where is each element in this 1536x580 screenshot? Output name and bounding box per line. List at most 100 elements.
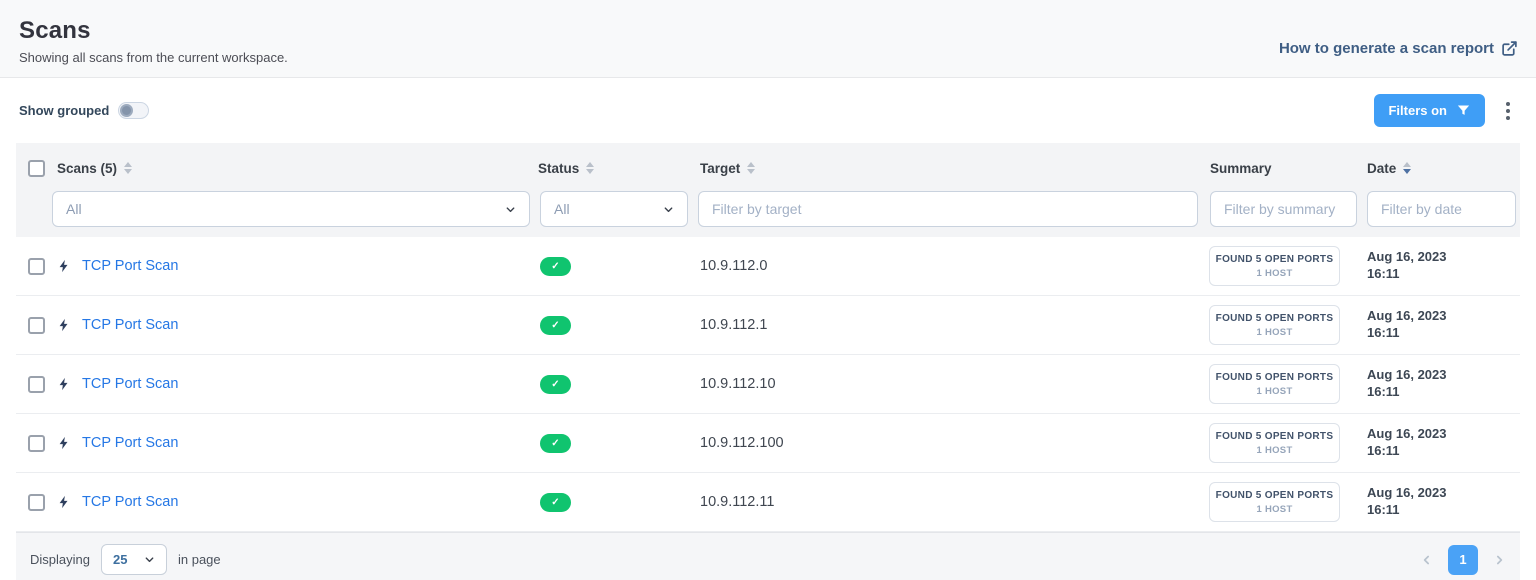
date-value: Aug 16, 2023 [1367,308,1447,324]
table-head: Scans (5) Status Target Summary Date [16,143,1520,237]
target-value: 10.9.112.100 [700,435,784,451]
status-finished-badge: ✓ [540,257,571,277]
time-value: 16:11 [1367,384,1400,399]
target-value: 10.9.112.10 [700,376,776,392]
date-cell: Aug 16, 2023 16:11 [1364,308,1520,342]
select-all-checkbox[interactable] [28,159,45,177]
summary-hosts: 1 HOST [1256,445,1293,456]
date-value: Aug 16, 2023 [1367,367,1447,383]
status-filter-select[interactable]: All [540,191,688,227]
scan-type-bolt-icon [57,434,71,452]
target-value: 10.9.112.0 [700,258,768,274]
sort-icon-target[interactable] [747,162,756,174]
column-header-summary[interactable]: Summary [1210,160,1272,176]
date-cell: Aug 16, 2023 16:11 [1364,485,1520,519]
date-filter-input[interactable] [1367,191,1516,227]
scan-name-link[interactable]: TCP Port Scan [82,376,179,392]
page-size-select[interactable]: 25 [100,544,167,575]
date-cell: Aug 16, 2023 16:11 [1364,367,1520,401]
column-header-target[interactable]: Target [700,160,741,176]
sort-icon-date[interactable] [1403,162,1412,174]
summary-hosts: 1 HOST [1256,504,1293,515]
status-filter-value: All [554,201,570,217]
filters-button[interactable]: Filters on [1374,94,1485,127]
scans-table: Scans (5) Status Target Summary Date [16,143,1520,580]
status-finished-badge: ✓ [540,375,571,395]
scan-name-link[interactable]: TCP Port Scan [82,317,179,333]
summary-open-ports: FOUND 5 OPEN PORTS [1215,431,1334,442]
page-header: Scans Showing all scans from the current… [0,0,1536,78]
summary-open-ports: FOUND 5 OPEN PORTS [1215,254,1334,265]
show-grouped-toggle[interactable] [118,102,150,119]
summary-badge[interactable]: FOUND 5 OPEN PORTS 1 HOST [1209,305,1340,345]
help-link-label: How to generate a scan report [1278,40,1494,57]
table-row: TCP Port Scan ✓ 10.9.112.1 FOUND 5 OPEN … [16,296,1520,355]
scan-name-link[interactable]: TCP Port Scan [82,494,179,510]
check-icon: ✓ [551,319,560,331]
table-body: TCP Port Scan ✓ 10.9.112.0 FOUND 5 OPEN … [16,237,1520,532]
target-value: 10.9.112.1 [700,317,768,333]
current-page-button[interactable]: 1 [1448,544,1478,575]
help-link[interactable]: How to generate a scan report [1279,40,1518,57]
sort-icon-status[interactable] [586,162,595,174]
summary-open-ports: FOUND 5 OPEN PORTS [1215,313,1334,324]
time-value: 16:11 [1367,443,1400,458]
summary-badge[interactable]: FOUND 5 OPEN PORTS 1 HOST [1209,482,1340,522]
summary-badge[interactable]: FOUND 5 OPEN PORTS 1 HOST [1209,364,1340,404]
summary-open-ports: FOUND 5 OPEN PORTS [1215,490,1334,501]
summary-open-ports: FOUND 5 OPEN PORTS [1215,372,1334,383]
row-checkbox[interactable] [28,257,45,275]
summary-hosts: 1 HOST [1256,386,1293,397]
scans-filter-select[interactable]: All [52,191,530,227]
summary-badge[interactable]: FOUND 5 OPEN PORTS 1 HOST [1209,246,1340,286]
chevron-down-icon [506,206,515,212]
table-footer: Displaying 25 in page 1 [16,532,1520,580]
target-value: 10.9.112.11 [700,494,775,510]
row-checkbox[interactable] [28,375,45,393]
previous-page-icon[interactable] [1420,553,1434,567]
show-grouped-label: Show grouped [19,103,110,118]
status-finished-badge: ✓ [540,434,571,454]
target-filter-input[interactable] [698,191,1198,227]
status-finished-badge: ✓ [540,316,571,336]
toggle-knob [120,104,134,117]
pagination: 1 [1420,544,1506,575]
scan-name-link[interactable]: TCP Port Scan [82,258,179,274]
in-page-label: in page [177,552,221,567]
date-value: Aug 16, 2023 [1367,485,1447,501]
filters-button-label: Filters on [1388,103,1447,118]
scan-type-bolt-icon [57,375,71,393]
scans-filter-value: All [66,201,82,217]
date-cell: Aug 16, 2023 16:11 [1364,426,1520,460]
table-row: TCP Port Scan ✓ 10.9.112.100 FOUND 5 OPE… [16,414,1520,473]
column-header-date[interactable]: Date [1367,160,1397,176]
filter-funnel-icon [1456,103,1471,118]
scan-type-bolt-icon [57,257,71,275]
next-page-icon[interactable] [1492,553,1506,567]
page-size-value: 25 [112,552,128,567]
scan-name-link[interactable]: TCP Port Scan [82,435,179,451]
check-icon: ✓ [551,496,560,508]
status-finished-badge: ✓ [540,493,571,513]
toolbar: Show grouped Filters on [0,78,1536,143]
more-options-kebab-icon[interactable] [1500,98,1516,124]
time-value: 16:11 [1367,325,1400,340]
chevron-down-icon [145,557,154,563]
table-row: TCP Port Scan ✓ 10.9.112.11 FOUND 5 OPEN… [16,473,1520,532]
row-checkbox[interactable] [28,316,45,334]
scan-type-bolt-icon [57,493,71,511]
date-cell: Aug 16, 2023 16:11 [1364,249,1520,283]
summary-filter-input[interactable] [1210,191,1357,227]
column-header-scans[interactable]: Scans (5) [57,160,118,176]
summary-badge[interactable]: FOUND 5 OPEN PORTS 1 HOST [1209,423,1340,463]
page-title: Scans [19,17,91,44]
chevron-down-icon [664,206,673,212]
column-header-status[interactable]: Status [538,160,580,176]
table-row: TCP Port Scan ✓ 10.9.112.0 FOUND 5 OPEN … [16,237,1520,296]
row-checkbox[interactable] [28,493,45,511]
row-checkbox[interactable] [28,434,45,452]
time-value: 16:11 [1367,266,1400,281]
sort-icon-scans[interactable] [124,162,133,174]
table-row: TCP Port Scan ✓ 10.9.112.10 FOUND 5 OPEN… [16,355,1520,414]
summary-hosts: 1 HOST [1256,327,1293,338]
